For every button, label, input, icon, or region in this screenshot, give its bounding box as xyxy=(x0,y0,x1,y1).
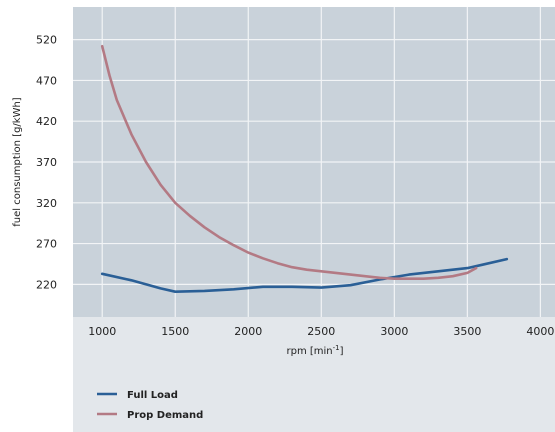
legend-label-prop-demand: Prop Demand xyxy=(127,410,203,421)
y-tick-label: 320 xyxy=(36,197,57,210)
x-tick-label: 3000 xyxy=(380,325,408,338)
y-tick-label: 270 xyxy=(36,238,57,251)
x-axis-title-main: rpm [min xyxy=(286,346,332,357)
legend: Full Load Prop Demand xyxy=(97,390,203,421)
series-lines xyxy=(100,44,509,294)
xaxis-band xyxy=(73,317,555,367)
x-tick-labels: 1000 1500 2000 2500 3000 3500 4000 xyxy=(88,325,554,338)
y-tick-label: 520 xyxy=(36,34,57,47)
series-line-full-load xyxy=(100,257,509,294)
x-tick-label: 1500 xyxy=(161,325,189,338)
x-axis-title-end: ] xyxy=(340,346,344,357)
y-tick-label: 470 xyxy=(36,74,57,87)
y-tick-label: 370 xyxy=(36,156,57,169)
x-axis-title: rpm [min-1] xyxy=(286,344,343,357)
series-line-prop-demand xyxy=(100,44,478,281)
x-tick-label: 2000 xyxy=(234,325,262,338)
y-tick-labels: 220 270 320 370 420 470 520 xyxy=(36,34,57,292)
x-tick-label: 3500 xyxy=(453,325,481,338)
x-tick-label: 2500 xyxy=(307,325,335,338)
legend-label-full-load: Full Load xyxy=(127,390,178,401)
x-tick-label: 1000 xyxy=(88,325,116,338)
legend-band xyxy=(73,367,555,432)
y-axis-title: fuel consumption [g/kWh] xyxy=(12,97,23,227)
x-tick-label: 4000 xyxy=(526,325,554,338)
y-tick-label: 220 xyxy=(36,278,57,291)
x-axis-title-sup: -1 xyxy=(333,344,340,352)
grid-lines xyxy=(73,7,555,317)
y-tick-label: 420 xyxy=(36,115,57,128)
